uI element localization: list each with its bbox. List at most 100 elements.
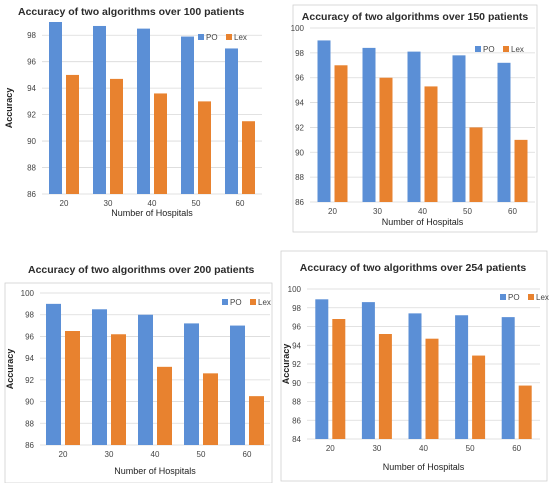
bar-lex-50 <box>198 101 211 194</box>
y-tick-label: 86 <box>295 198 304 207</box>
x-tick-label: 20 <box>328 207 337 216</box>
x-tick-label: 50 <box>466 444 475 453</box>
chart-200-patients: Accuracy of two algorithms over 200 pati… <box>0 245 275 483</box>
bar-po-60 <box>501 317 515 439</box>
bar-po-40 <box>407 51 421 202</box>
legend-label-po: PO <box>230 298 242 307</box>
chart-svg: Accuracy of two algorithms over 150 pati… <box>291 4 538 233</box>
bar-po-50 <box>455 315 469 439</box>
y-tick-label: 96 <box>295 74 304 83</box>
y-tick-label: 100 <box>21 289 35 298</box>
y-tick-label: 92 <box>292 360 301 369</box>
y-tick-label: 92 <box>295 123 304 132</box>
y-tick-label: 86 <box>27 190 36 199</box>
chart-100-patients: Accuracy of two algorithms over 100 pati… <box>0 0 275 235</box>
legend-swatch-lex <box>226 34 232 40</box>
y-tick-label: 94 <box>295 99 304 108</box>
chart-frame <box>4 282 273 483</box>
bar-po-40 <box>138 314 153 445</box>
x-tick-label: 30 <box>105 450 114 459</box>
bar-lex-60 <box>249 396 264 445</box>
x-tick-label: 30 <box>373 207 382 216</box>
bar-po-60 <box>230 325 245 445</box>
x-tick-label: 30 <box>372 444 381 453</box>
chart-title: Accuracy of two algorithms over 254 pati… <box>300 262 527 274</box>
x-tick-label: 20 <box>59 450 68 459</box>
y-tick-label: 86 <box>25 441 34 450</box>
x-tick-label: 50 <box>197 450 206 459</box>
bar-lex-60 <box>518 385 532 439</box>
bar-po-20 <box>46 303 61 445</box>
y-tick-label: 100 <box>291 24 305 33</box>
bar-lex-20 <box>65 331 80 445</box>
y-tick-label: 94 <box>25 354 34 363</box>
y-tick-label: 98 <box>27 31 36 40</box>
y-tick-label: 94 <box>292 341 301 350</box>
y-tick-label: 98 <box>292 304 301 313</box>
y-tick-label: 96 <box>292 323 301 332</box>
legend-label-po: PO <box>483 45 495 54</box>
chart-svg: Accuracy of two algorithms over 100 pati… <box>4 6 262 218</box>
x-tick-label: 60 <box>512 444 521 453</box>
x-tick-label: 50 <box>192 199 201 208</box>
chart-svg: Accuracy of two algorithms over 200 pati… <box>4 264 273 483</box>
bar-po-20 <box>315 299 329 439</box>
x-tick-label: 50 <box>463 207 472 216</box>
y-tick-label: 88 <box>292 398 301 407</box>
bar-po-60 <box>497 62 511 202</box>
bar-po-30 <box>92 309 107 445</box>
chart-frame <box>280 250 548 482</box>
bar-lex-30 <box>111 334 126 445</box>
bar-lex-60 <box>514 139 528 202</box>
bar-lex-40 <box>424 86 438 202</box>
y-tick-label: 86 <box>292 416 301 425</box>
y-tick-label: 98 <box>25 311 34 320</box>
x-tick-label: 40 <box>418 207 427 216</box>
y-tick-label: 88 <box>27 164 36 173</box>
bar-lex-40 <box>425 338 439 439</box>
y-tick-label: 94 <box>27 84 36 93</box>
y-tick-label: 90 <box>27 137 36 146</box>
y-tick-label: 88 <box>25 419 34 428</box>
y-tick-label: 90 <box>25 398 34 407</box>
y-tick-label: 98 <box>295 49 304 58</box>
x-tick-label: 60 <box>243 450 252 459</box>
bar-po-30 <box>361 302 375 439</box>
bar-lex-50 <box>203 373 218 445</box>
legend-swatch-lex <box>528 294 534 300</box>
legend-swatch-lex <box>250 299 256 305</box>
bar-lex-30 <box>110 78 123 194</box>
y-tick-label: 88 <box>295 173 304 182</box>
chart-frame <box>292 4 538 233</box>
y-axis-label: Accuracy <box>5 349 15 390</box>
legend-label-lex: Lex <box>536 293 549 302</box>
y-tick-label: 96 <box>27 58 36 67</box>
bar-lex-20 <box>66 74 79 194</box>
x-tick-label: 60 <box>508 207 517 216</box>
bar-lex-20 <box>332 319 346 439</box>
bar-po-50 <box>184 323 199 445</box>
bar-po-50 <box>181 36 194 194</box>
bar-lex-40 <box>157 366 172 445</box>
legend-label-lex: Lex <box>234 33 247 42</box>
bar-po-60 <box>225 48 238 194</box>
x-tick-label: 40 <box>148 199 157 208</box>
bar-lex-40 <box>154 93 167 194</box>
bar-lex-20 <box>334 65 348 203</box>
x-axis-label: Number of Hospitals <box>382 217 464 227</box>
y-tick-label: 92 <box>27 111 36 120</box>
y-tick-label: 90 <box>295 148 304 157</box>
chart-254-patients: Accuracy of two algorithms over 254 pati… <box>275 245 550 483</box>
legend-label-po: PO <box>206 33 218 42</box>
bar-lex-50 <box>472 355 486 439</box>
x-tick-label: 30 <box>104 199 113 208</box>
chart-title: Accuracy of two algorithms over 100 pati… <box>18 6 245 18</box>
bar-po-30 <box>362 47 376 203</box>
x-tick-label: 20 <box>326 444 335 453</box>
bar-lex-50 <box>469 127 483 202</box>
x-axis-label: Number of Hospitals <box>111 208 193 218</box>
legend-swatch-po <box>222 299 228 305</box>
legend-label-lex: Lex <box>258 298 271 307</box>
bar-po-40 <box>408 313 422 439</box>
legend-swatch-po <box>198 34 204 40</box>
